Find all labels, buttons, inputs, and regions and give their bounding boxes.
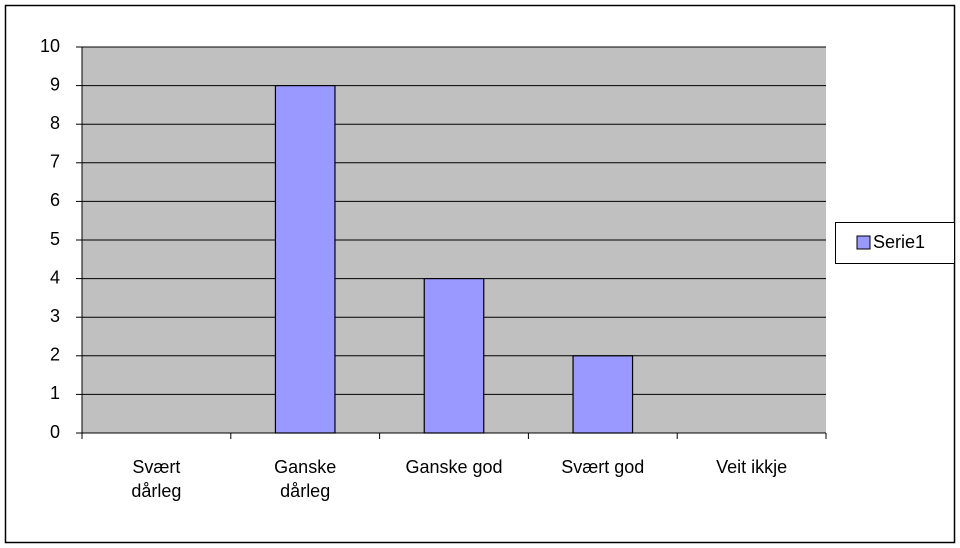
y-tick-label: 2 [50,345,60,365]
bar [274,84,336,434]
x-tick-label: Ganske god [405,457,503,477]
x-tick-label: Veit ikkje [716,457,788,477]
x-tick-label: Svært dårleg [131,457,182,501]
legend-label: Serie1 [873,232,925,252]
bar [572,355,634,434]
x-tick-label: Svært god [561,457,645,477]
y-tick-label: 8 [50,113,60,133]
y-tick-label: 5 [50,229,60,249]
y-tick-label: 3 [50,306,60,326]
y-tick-label: 1 [50,383,60,403]
legend-marker [856,235,871,250]
bar [423,278,485,434]
y-tick-label: 4 [50,267,60,287]
legend-box [835,222,955,264]
x-tick-label: Ganske dårleg [274,457,337,501]
y-tick-label: 7 [50,152,60,172]
y-tick-label: 0 [50,422,60,442]
y-tick-label: 9 [50,74,60,94]
y-tick-label: 10 [40,36,60,56]
y-tick-label: 6 [50,190,60,210]
